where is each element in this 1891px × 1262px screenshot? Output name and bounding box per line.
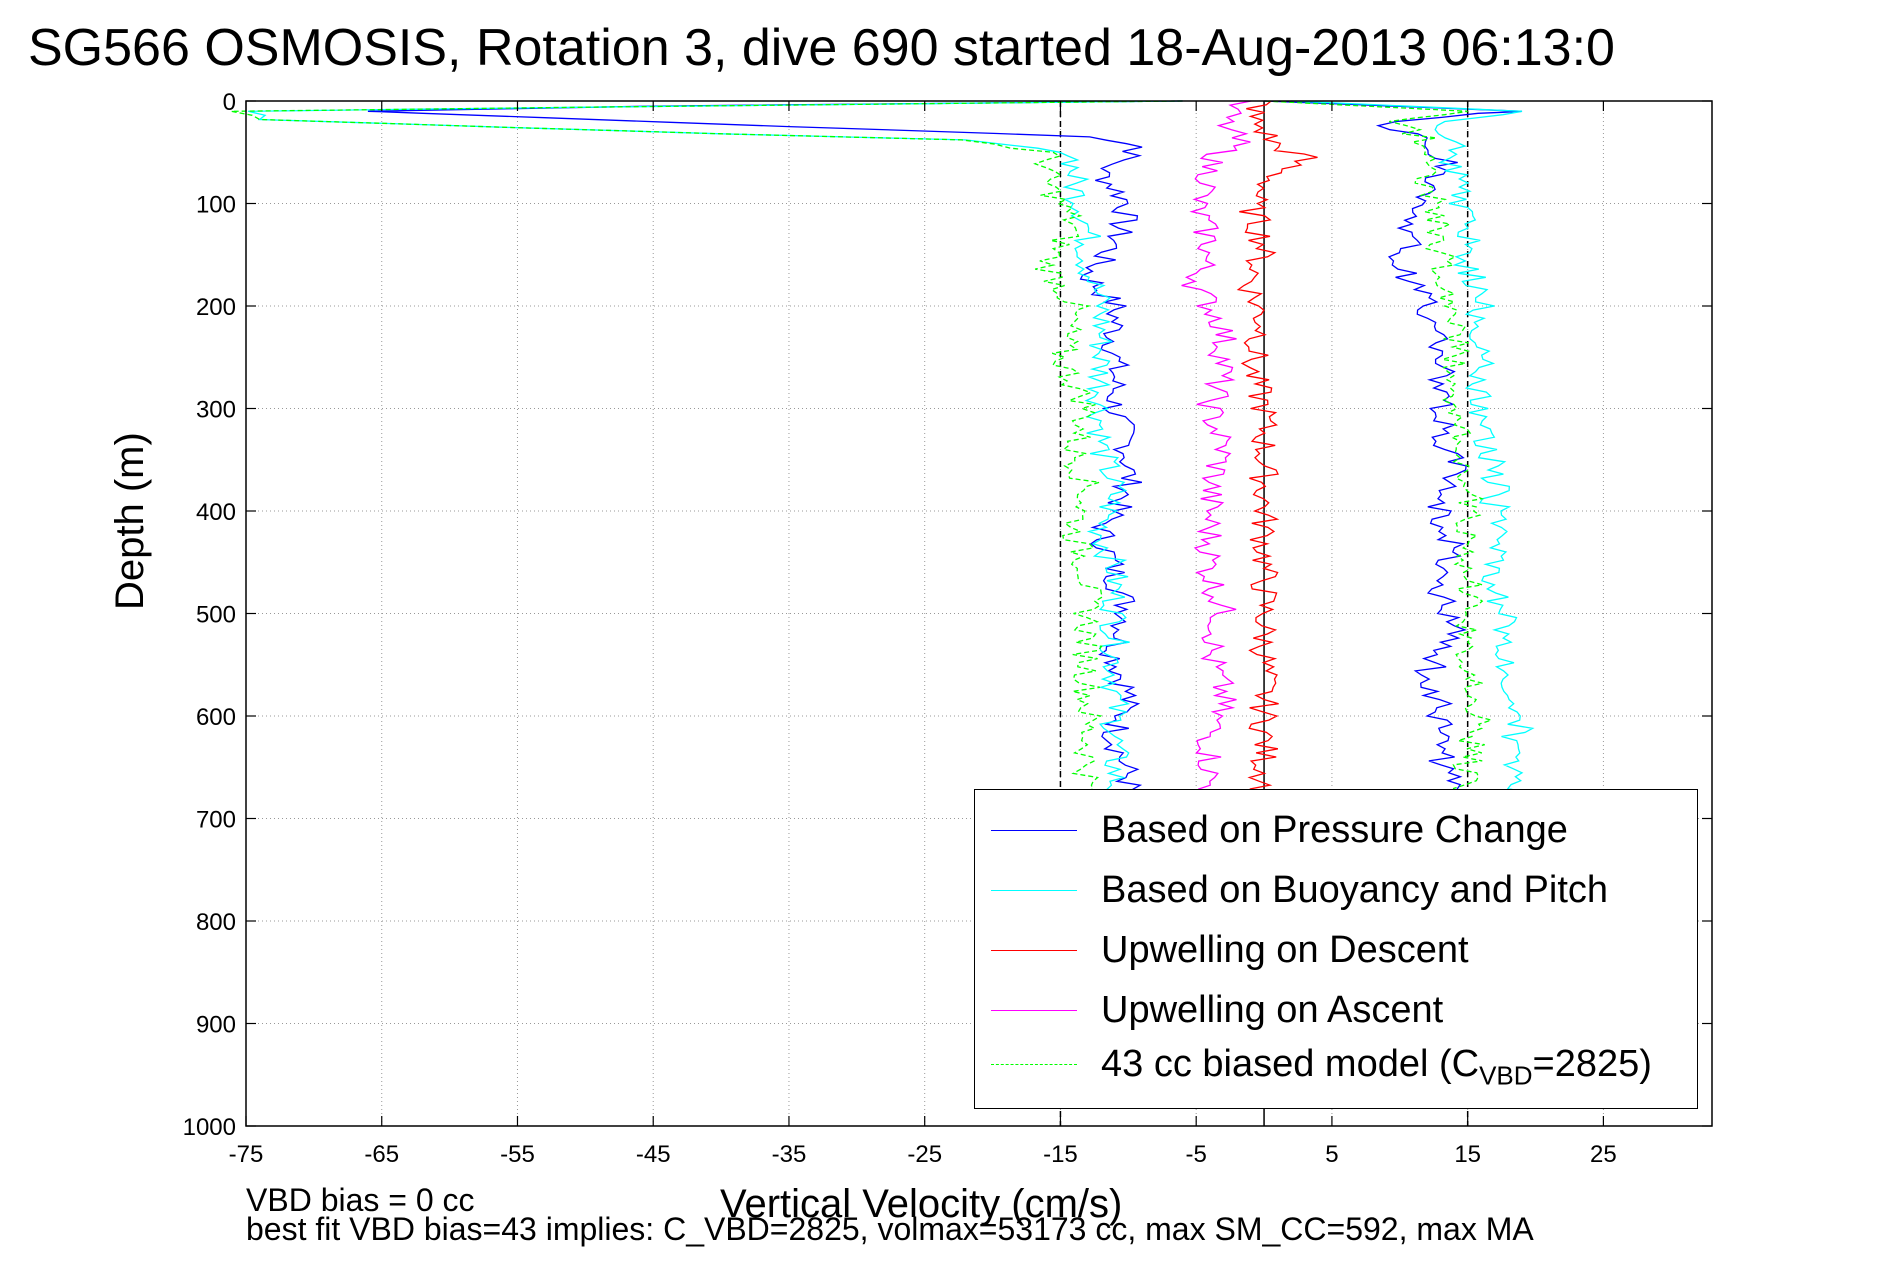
legend-swatch — [991, 1064, 1077, 1065]
x-tick-label: -35 — [772, 1141, 807, 1168]
x-tick-label: -5 — [1186, 1141, 1207, 1168]
x-axis-label: Vertical Velocity (cm/s) — [720, 1182, 1123, 1226]
y-tick-label: 1000 — [183, 1114, 236, 1141]
legend-swatch — [991, 890, 1077, 891]
series-line-2 — [1236, 100, 1318, 809]
legend-item-biased-model: 43 cc biased model (CVBD=2825) — [991, 1044, 1691, 1091]
legend-item-upwelling-ascent: Upwelling on Ascent — [991, 990, 1691, 1030]
x-tick-label: -45 — [636, 1141, 671, 1168]
legend-label: 43 cc biased model (CVBD=2825) — [1101, 1044, 1652, 1096]
y-tick-label: 200 — [196, 294, 236, 321]
x-tick-label: -75 — [229, 1141, 264, 1168]
y-tick-label: 0 — [223, 89, 236, 116]
y-tick-label: 600 — [196, 704, 236, 731]
y-tick-label: 400 — [196, 499, 236, 526]
legend-item-buoyancy: Based on Buoyancy and Pitch — [991, 870, 1691, 910]
legend-label: Upwelling on Descent — [1101, 929, 1469, 971]
x-tick-label: 5 — [1325, 1141, 1338, 1168]
vbd-bias-note: VBD bias = 0 cc — [246, 1182, 475, 1218]
legend-label: Based on Buoyancy and Pitch — [1101, 869, 1609, 911]
x-tick-label: -25 — [907, 1141, 942, 1168]
legend-swatch — [991, 830, 1077, 831]
legend-item-pressure: Based on Pressure Change — [991, 810, 1691, 850]
legend: Based on Pressure Change Based on Buoyan… — [974, 789, 1698, 1109]
best-fit-note: best fit VBD bias=43 implies: C_VBD=2825… — [246, 1211, 1534, 1247]
chart-title: SG566 OSMOSIS, Rotation 3, dive 690 star… — [28, 19, 1615, 77]
x-tick-label: 15 — [1454, 1141, 1481, 1168]
y-tick-label: 700 — [196, 807, 236, 834]
y-tick-label: 100 — [196, 192, 236, 219]
legend-item-upwelling-descent: Upwelling on Descent — [991, 930, 1691, 970]
legend-label: Based on Pressure Change — [1101, 809, 1568, 851]
legend-label-suffix: =2825) — [1532, 1043, 1652, 1085]
legend-swatch — [991, 1010, 1077, 1011]
y-tick-label: 900 — [196, 1012, 236, 1039]
legend-label-main: 43 cc biased model (C — [1101, 1043, 1480, 1085]
y-tick-label: 800 — [196, 909, 236, 936]
legend-label-subscript: VBD — [1479, 1060, 1533, 1091]
y-tick-label: 500 — [196, 602, 236, 629]
legend-swatch — [991, 950, 1077, 951]
x-tick-label: 25 — [1590, 1141, 1617, 1168]
x-tick-label: -15 — [1043, 1141, 1078, 1168]
x-tick-label: -65 — [364, 1141, 399, 1168]
x-tick-label: -55 — [500, 1141, 535, 1168]
y-axis-label: Depth (m) — [108, 432, 152, 610]
legend-label: Upwelling on Ascent — [1101, 989, 1444, 1031]
y-tick-label: 300 — [196, 397, 236, 424]
series-line-3 — [1181, 100, 1252, 809]
